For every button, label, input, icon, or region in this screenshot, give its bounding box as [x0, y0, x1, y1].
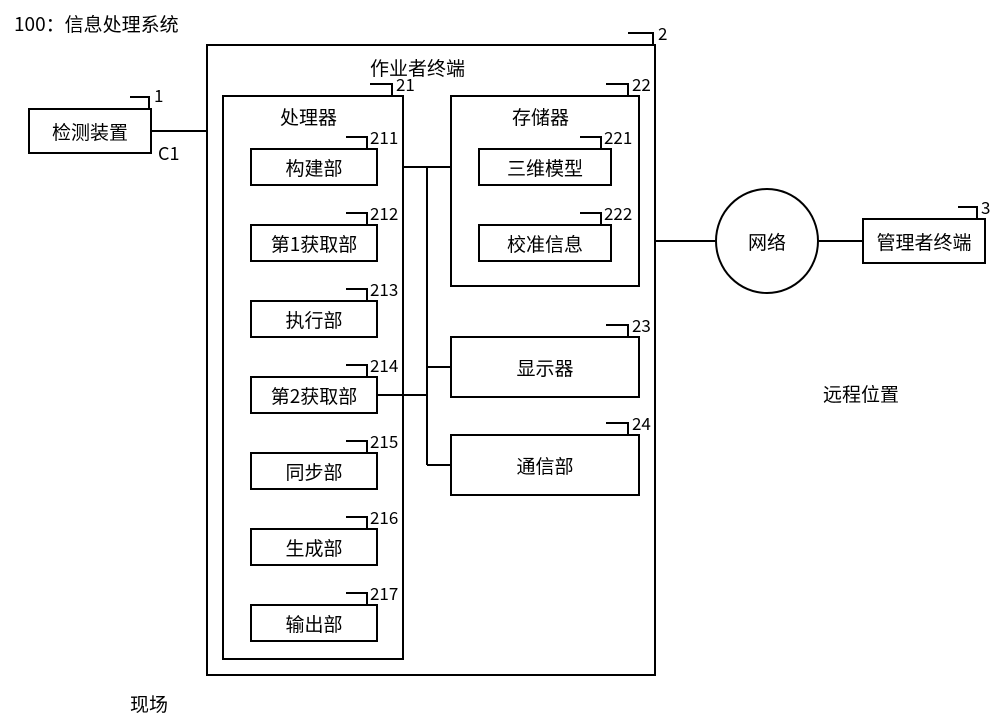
leader-hook — [580, 212, 602, 224]
manager-box: 管理者终端 — [862, 218, 986, 264]
processor-item-num: 216 — [370, 504, 398, 529]
memory-item: 校准信息 — [478, 224, 612, 262]
leader-hook — [346, 592, 368, 604]
processor-item-num: 211 — [370, 124, 398, 149]
detector-box: 检测装置 — [28, 108, 152, 154]
processor-label: 处理器 — [280, 103, 337, 130]
comm-num: 24 — [632, 410, 651, 435]
processor-item-num: 214 — [370, 352, 398, 377]
processor-hook — [370, 83, 393, 95]
detector-label: 检测装置 — [52, 118, 128, 145]
display-hook — [606, 324, 629, 336]
terminal-label: 作业者终端 — [370, 54, 465, 81]
display-box: 显示器 — [450, 336, 640, 398]
processor-item-num: 212 — [370, 200, 398, 225]
memory-label: 存储器 — [512, 103, 569, 130]
display-num: 23 — [632, 312, 651, 337]
processor-item-num: 213 — [370, 276, 398, 301]
manager-num: 3 — [981, 194, 990, 219]
terminal-num: 2 — [658, 20, 667, 45]
detector-hook — [130, 96, 150, 108]
leader-hook — [580, 136, 602, 148]
memory-item-num: 222 — [604, 200, 632, 225]
memory-item: 三维模型 — [478, 148, 612, 186]
processor-item: 第1获取部 — [250, 224, 378, 262]
comm-label: 通信部 — [516, 452, 573, 479]
processor-item: 构建部 — [250, 148, 378, 186]
comm-hook — [606, 422, 629, 434]
network-ellipse: 网络 — [715, 188, 819, 294]
processor-num: 21 — [396, 71, 415, 96]
processor-item-num: 215 — [370, 428, 398, 453]
network-label: 网络 — [748, 228, 786, 255]
processor-item-num: 217 — [370, 580, 398, 605]
manager-hook — [958, 206, 978, 218]
leader-hook — [346, 516, 368, 528]
leader-hook — [346, 136, 368, 148]
processor-item: 输出部 — [250, 604, 378, 642]
leader-hook — [346, 440, 368, 452]
processor-item: 第2获取部 — [250, 376, 378, 414]
onsite-label: 现场 — [130, 690, 168, 717]
comm-box: 通信部 — [450, 434, 640, 496]
detector-num: 1 — [154, 82, 163, 107]
processor-item: 执行部 — [250, 300, 378, 338]
memory-hook — [606, 83, 629, 95]
processor-item: 同步部 — [250, 452, 378, 490]
leader-hook — [346, 364, 368, 376]
remote-label: 远程位置 — [823, 380, 899, 407]
terminal-hook — [628, 32, 654, 44]
system-title: 100：信息处理系统 — [14, 10, 179, 37]
memory-item-num: 221 — [604, 124, 632, 149]
leader-hook — [346, 212, 368, 224]
manager-label: 管理者终端 — [876, 228, 971, 255]
c1-label: C1 — [158, 140, 179, 166]
processor-item: 生成部 — [250, 528, 378, 566]
memory-num: 22 — [632, 71, 651, 96]
display-label: 显示器 — [516, 354, 573, 381]
leader-hook — [346, 288, 368, 300]
